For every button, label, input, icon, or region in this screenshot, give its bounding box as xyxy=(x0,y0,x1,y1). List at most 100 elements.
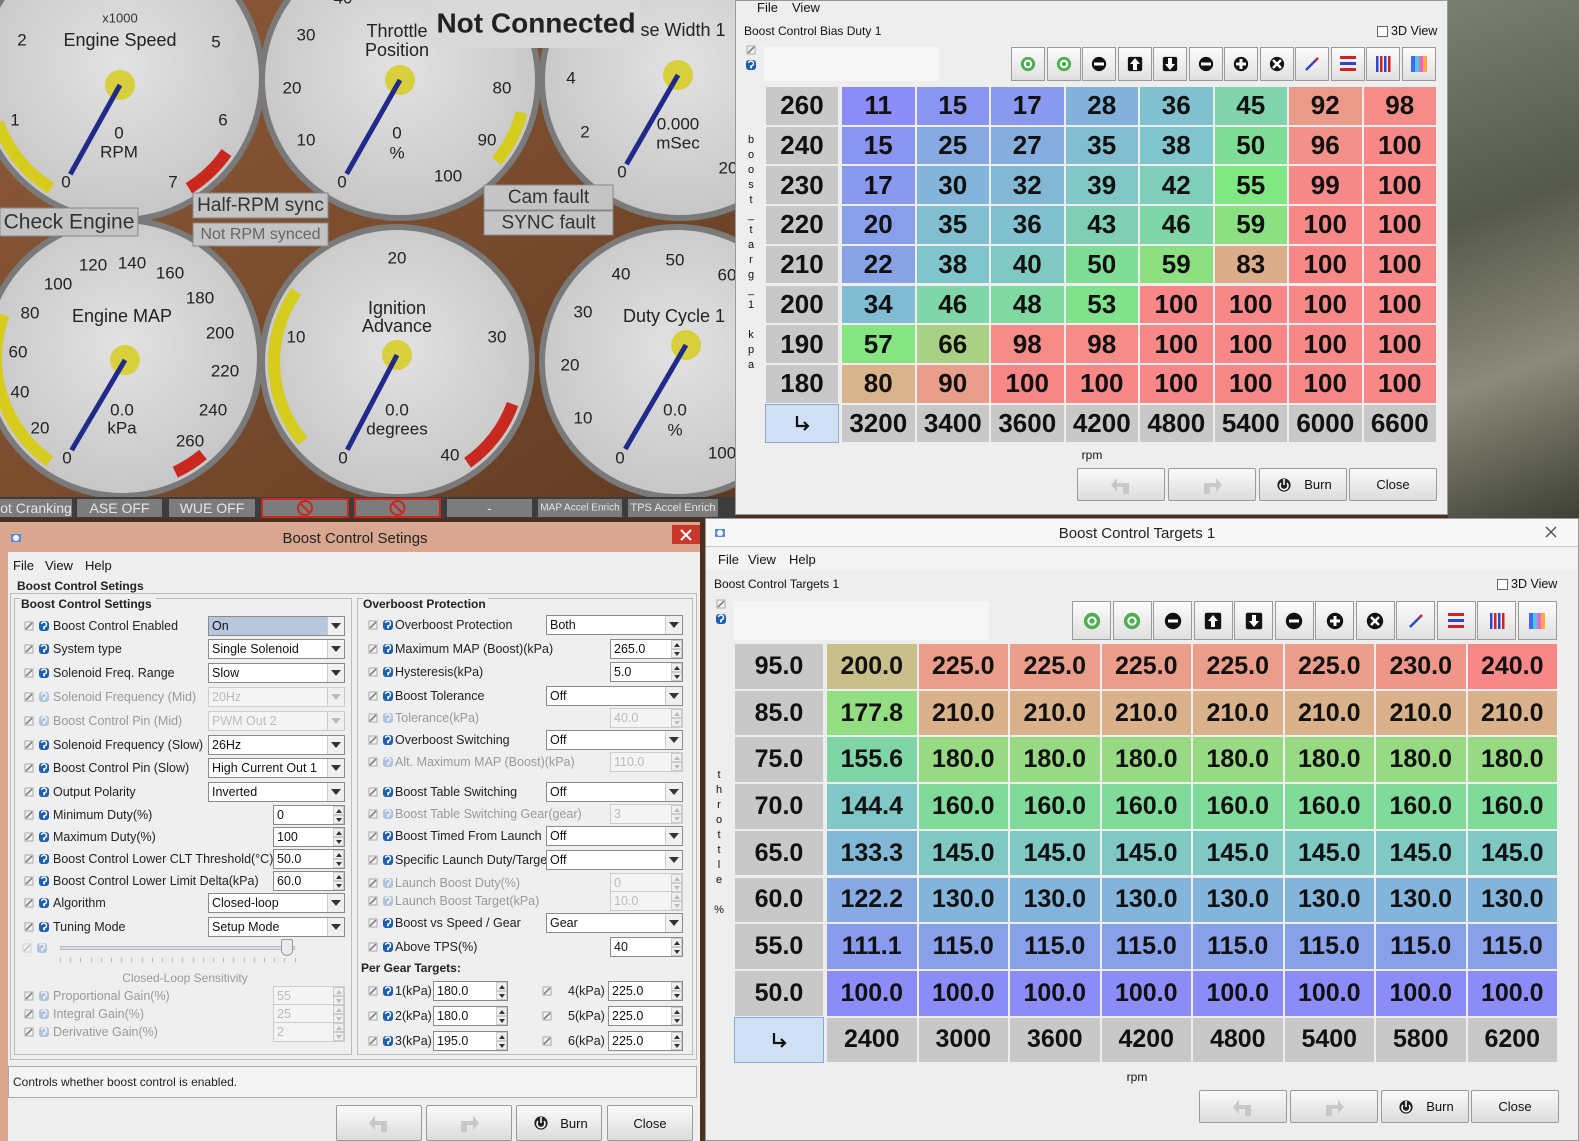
table-cell[interactable]: 180.0 xyxy=(1192,736,1284,784)
help-icon[interactable] xyxy=(381,916,395,930)
edit-icon[interactable] xyxy=(22,896,36,910)
table-cell[interactable]: 210.0 xyxy=(1100,689,1192,737)
table-cell[interactable]: 145.0 xyxy=(917,829,1009,877)
edit-icon[interactable] xyxy=(22,920,36,934)
toolbar-button[interactable] xyxy=(1234,601,1273,640)
table-cell[interactable]: 92 xyxy=(1288,86,1363,126)
corner-button[interactable] xyxy=(734,1016,824,1064)
toolbar-button[interactable] xyxy=(1315,601,1354,640)
table-cell[interactable]: 100 xyxy=(1288,363,1363,404)
help-icon[interactable] xyxy=(381,689,395,703)
table-cell[interactable]: 43 xyxy=(1064,205,1139,245)
edit-icon[interactable] xyxy=(744,43,758,57)
menu-item[interactable]: Help xyxy=(789,551,816,567)
edit-icon[interactable] xyxy=(714,597,728,611)
table-cell[interactable]: 100 xyxy=(1362,324,1437,364)
table-cell[interactable]: 36 xyxy=(990,205,1065,245)
table-cell[interactable]: 100 xyxy=(1362,284,1437,325)
spinner-button[interactable] xyxy=(671,982,682,991)
toolbar-button[interactable] xyxy=(1330,47,1365,81)
spinner[interactable]: 180.0 xyxy=(433,981,508,1001)
table-cell[interactable]: 100.0 xyxy=(1009,969,1101,1017)
dropdown[interactable]: 26Hz xyxy=(208,735,345,755)
undo-button[interactable] xyxy=(1199,1090,1287,1123)
undo-button[interactable] xyxy=(1077,468,1165,501)
edit-icon[interactable] xyxy=(22,666,36,680)
menu-item[interactable]: View xyxy=(45,557,73,573)
table-cell[interactable]: 177.8 xyxy=(826,689,918,737)
checkbox[interactable] xyxy=(1497,579,1508,590)
spinner-button[interactable] xyxy=(671,672,682,681)
table-cell[interactable]: 115.0 xyxy=(1192,923,1284,970)
table-cell[interactable]: 100.0 xyxy=(1100,969,1192,1017)
edit-icon[interactable] xyxy=(540,1009,554,1023)
table-cell[interactable]: 145.0 xyxy=(1375,829,1467,877)
help-icon[interactable] xyxy=(37,761,51,775)
edit-icon[interactable] xyxy=(22,808,36,822)
toolbar-button[interactable] xyxy=(1436,601,1476,640)
edit-icon[interactable] xyxy=(22,619,36,633)
spinner-button[interactable] xyxy=(671,640,682,649)
table-cell[interactable]: 40 xyxy=(990,244,1065,285)
table-cell[interactable]: 225.0 xyxy=(917,643,1009,690)
dropdown-arrow[interactable] xyxy=(665,783,682,801)
table-cell[interactable]: 180.0 xyxy=(917,736,1009,784)
table-cell[interactable]: 100 xyxy=(1288,244,1363,285)
spinner[interactable]: 225.0 xyxy=(608,981,683,1001)
spinner-button[interactable] xyxy=(671,1007,682,1016)
table-cell[interactable]: 46 xyxy=(1139,205,1214,245)
table-cell[interactable]: 38 xyxy=(915,244,990,285)
edit-icon[interactable] xyxy=(540,984,554,998)
table-cell[interactable]: 42 xyxy=(1139,165,1214,206)
table-cell[interactable]: 36 xyxy=(1139,86,1214,126)
table-cell[interactable]: 122.2 xyxy=(826,876,918,924)
edit-icon[interactable] xyxy=(366,618,380,632)
table-cell[interactable]: 45 xyxy=(1213,86,1288,126)
table-cell[interactable]: 53 xyxy=(1064,284,1139,325)
table-cell[interactable]: 145.0 xyxy=(1009,829,1101,877)
toolbar-button[interactable] xyxy=(1366,47,1400,81)
dropdown-arrow[interactable] xyxy=(665,731,682,749)
table-cell[interactable]: 130.0 xyxy=(1375,876,1467,924)
table-cell[interactable]: 38 xyxy=(1139,125,1214,166)
toolbar-button[interactable] xyxy=(1517,601,1557,640)
table-cell[interactable]: 225.0 xyxy=(1283,643,1375,690)
table-cell[interactable]: 100.0 xyxy=(1375,969,1467,1017)
toolbar-button[interactable] xyxy=(1477,601,1516,640)
spinner-button[interactable] xyxy=(496,1041,507,1050)
table-cell[interactable]: 133.3 xyxy=(826,829,918,877)
help-icon[interactable] xyxy=(37,738,51,752)
table-cell[interactable]: 100.0 xyxy=(1466,969,1558,1017)
help-icon[interactable] xyxy=(37,666,51,680)
toolbar-button[interactable] xyxy=(1153,47,1187,81)
table-cell[interactable]: 100 xyxy=(1362,125,1437,166)
text-field[interactable] xyxy=(734,601,989,640)
spinner-button[interactable] xyxy=(671,991,682,1000)
edit-icon[interactable] xyxy=(22,874,36,888)
dropdown-arrow[interactable] xyxy=(665,616,682,634)
edit-icon[interactable] xyxy=(22,642,36,656)
spinner-button[interactable] xyxy=(496,991,507,1000)
spinner-button[interactable] xyxy=(671,1032,682,1041)
spinner-button[interactable] xyxy=(496,1007,507,1016)
spinner-button[interactable] xyxy=(333,828,344,837)
table-cell[interactable]: 98 xyxy=(1362,86,1437,126)
menu-item[interactable]: View xyxy=(792,0,820,15)
dropdown[interactable]: Both xyxy=(546,615,683,635)
help-icon[interactable] xyxy=(744,58,758,72)
edit-icon[interactable] xyxy=(366,733,380,747)
toolbar-button[interactable] xyxy=(1401,47,1436,81)
help-icon[interactable] xyxy=(37,785,51,799)
spinner[interactable]: 60.0 xyxy=(273,871,345,891)
toolbar-button[interactable] xyxy=(1274,601,1314,640)
edit-icon[interactable] xyxy=(366,689,380,703)
table-cell[interactable]: 115.0 xyxy=(1466,923,1558,970)
table-cell[interactable]: 200.0 xyxy=(826,643,918,690)
dropdown-arrow[interactable] xyxy=(327,918,344,936)
edit-icon[interactable] xyxy=(366,916,380,930)
help-icon[interactable] xyxy=(37,830,51,844)
table-cell[interactable]: 100 xyxy=(1362,205,1437,245)
table-cell[interactable]: 100 xyxy=(990,363,1065,404)
table-cell[interactable]: 160.0 xyxy=(1192,783,1284,830)
spinner[interactable]: 180.0 xyxy=(433,1006,508,1026)
